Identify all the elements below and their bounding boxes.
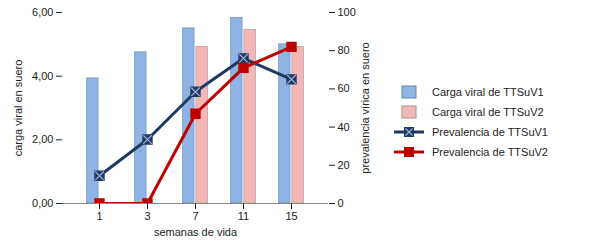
svg-text:4,00: 4,00 bbox=[32, 70, 53, 82]
svg-text:15: 15 bbox=[285, 210, 297, 222]
svg-text:0,00: 0,00 bbox=[32, 197, 53, 209]
svg-text:carga viral en suero: carga viral en suero bbox=[12, 60, 24, 157]
svg-text:20: 20 bbox=[338, 159, 350, 171]
html-text:Carga viral de TTSuV1: Carga viral de TTSuV1 bbox=[432, 85, 544, 98]
svg-text:6,00: 6,00 bbox=[32, 6, 53, 18]
svg-text:60: 60 bbox=[338, 82, 350, 94]
svg-text:0: 0 bbox=[338, 197, 344, 209]
svg-text:3: 3 bbox=[144, 210, 150, 222]
svg-text:semanas de vida: semanas de vida bbox=[154, 226, 238, 238]
svg-text:80: 80 bbox=[338, 44, 350, 56]
svg-text:2,00: 2,00 bbox=[32, 133, 53, 145]
svg-text:1: 1 bbox=[96, 210, 102, 222]
svg-text:7: 7 bbox=[192, 210, 198, 222]
svg-text:11: 11 bbox=[238, 210, 249, 222]
svg-text:100: 100 bbox=[338, 6, 356, 18]
svg-text:40: 40 bbox=[338, 121, 350, 133]
svg-text:prevalencia vírica en suero: prevalencia vírica en suero bbox=[359, 42, 371, 173]
html-text:Carga viral de TTSuV2: Carga viral de TTSuV2 bbox=[432, 105, 544, 118]
html-text:Prevalencia de TTSuV2: Prevalencia de TTSuV2 bbox=[432, 145, 548, 158]
html-text:Prevalencia de TTSuV1: Prevalencia de TTSuV1 bbox=[432, 125, 548, 138]
